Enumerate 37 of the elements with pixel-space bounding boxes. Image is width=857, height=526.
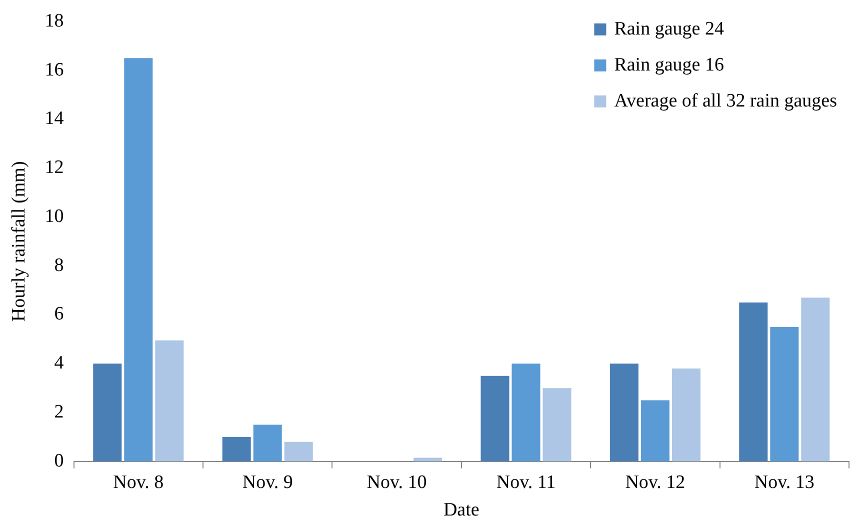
bar [770,326,799,462]
y-tick-label: 16 [44,59,64,80]
x-tick-label: Nov. 10 [366,472,427,493]
y-tick-label: 0 [54,450,64,472]
y-tick-label: 6 [54,304,64,325]
bar [512,364,540,462]
bar [124,58,153,462]
x-tick-label: Nov. 11 [496,472,556,493]
y-tick-label: 4 [54,352,64,374]
bar [93,364,122,462]
bar [480,376,510,462]
y-tick-label: 2 [54,401,64,422]
bar [222,436,251,462]
bar [672,368,700,462]
bar [414,458,442,462]
bar [284,442,313,462]
bar [253,424,282,462]
x-tick-label: Nov. 13 [754,472,814,493]
y-tick-label: 14 [44,108,64,130]
y-tick-label: 10 [44,206,64,227]
y-axis-title: Hourly rainfall (mm) [8,161,30,322]
bar [739,302,768,462]
legend-label: Average of all 32 rain gauges [614,90,838,112]
bar [610,364,638,462]
legend-label: Rain gauge 24 [614,18,724,40]
bar [155,340,184,462]
x-tick-label: Nov. 9 [242,472,293,493]
y-tick-label: 12 [44,157,64,178]
x-tick-label: Nov. 12 [625,472,686,493]
x-tick-label: Nov. 8 [113,472,164,493]
bar [801,298,830,462]
bar [542,388,572,462]
y-tick-label: 18 [44,10,64,32]
legend-label: Rain gauge 16 [614,54,724,76]
bar [640,400,670,462]
y-tick-label: 8 [54,254,64,276]
x-axis-title: Date [443,500,480,521]
